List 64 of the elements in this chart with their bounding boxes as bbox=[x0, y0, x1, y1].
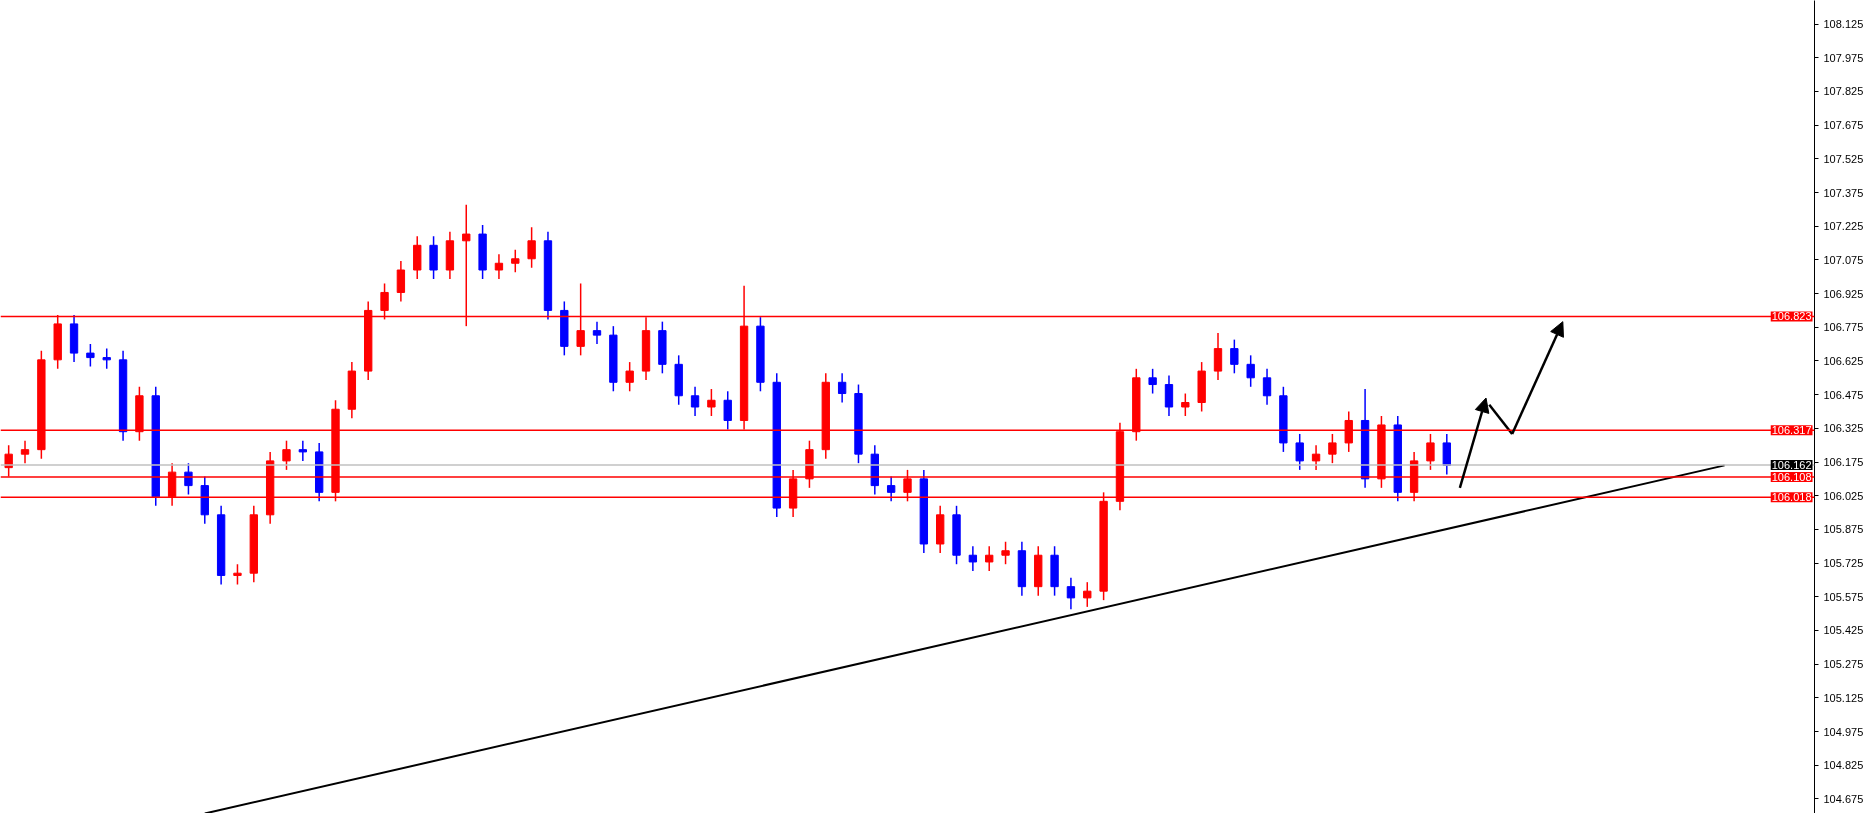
candlestick bbox=[690, 386, 700, 417]
y-tick-label: 105.875 bbox=[1823, 523, 1864, 536]
candlestick bbox=[1164, 374, 1174, 417]
y-tick-label: 105.725 bbox=[1823, 557, 1864, 570]
candlestick bbox=[1181, 392, 1190, 417]
candlestick bbox=[1328, 433, 1337, 464]
ref-line-label: 106.018 bbox=[1771, 491, 1812, 504]
candlestick bbox=[985, 545, 994, 572]
candlestick bbox=[86, 343, 95, 368]
y-tick-label: 107.675 bbox=[1823, 119, 1864, 132]
candlestick bbox=[886, 475, 896, 503]
y-tick-label: 106.625 bbox=[1823, 354, 1864, 367]
y-tick-label: 104.675 bbox=[1823, 792, 1864, 805]
candlestick bbox=[1426, 433, 1435, 471]
candlestick bbox=[1311, 444, 1321, 471]
candlestick bbox=[282, 439, 291, 471]
candlestick bbox=[1148, 368, 1157, 395]
y-tick-label: 107.525 bbox=[1823, 152, 1864, 165]
candlestick bbox=[494, 253, 504, 280]
candlestick bbox=[968, 545, 978, 572]
y-tick-label: 105.125 bbox=[1823, 691, 1864, 704]
candlestick bbox=[1442, 433, 1451, 476]
candlestick bbox=[233, 563, 242, 586]
candlestick bbox=[1083, 581, 1092, 608]
y-tick-label: 107.225 bbox=[1823, 220, 1864, 233]
candlestick bbox=[298, 439, 308, 462]
candlestick bbox=[1001, 541, 1010, 565]
y-tick-label: 106.925 bbox=[1823, 287, 1864, 300]
ref-line-label: 106.317 bbox=[1771, 424, 1812, 437]
y-tick-label: 107.075 bbox=[1823, 253, 1864, 266]
candlestick bbox=[837, 372, 847, 404]
y-tick-label: 104.975 bbox=[1823, 725, 1864, 738]
y-tick-label: 106.775 bbox=[1823, 321, 1864, 334]
candlestick bbox=[1213, 332, 1223, 381]
y-tick-label: 106.325 bbox=[1823, 422, 1864, 435]
candlestick bbox=[1295, 433, 1304, 471]
y-tick-label: 107.825 bbox=[1823, 85, 1864, 98]
y-tick-label: 106.175 bbox=[1823, 456, 1864, 469]
y-tick-label: 105.275 bbox=[1823, 658, 1864, 671]
y-tick-label: 105.425 bbox=[1823, 624, 1864, 637]
ref-line-label: 106.108 bbox=[1771, 471, 1812, 484]
candlestick bbox=[1246, 354, 1255, 388]
y-tick-label: 104.825 bbox=[1823, 759, 1864, 772]
y-tick-label: 105.575 bbox=[1823, 590, 1864, 603]
candlestick bbox=[625, 361, 634, 393]
y-tick-label: 106.475 bbox=[1823, 388, 1864, 401]
candlestick bbox=[184, 462, 193, 496]
candlestick bbox=[1230, 338, 1239, 375]
ref-line-label: 106.162 bbox=[1771, 458, 1812, 471]
candlestick bbox=[20, 439, 30, 464]
y-tick-label: 107.375 bbox=[1823, 186, 1864, 199]
candlestick bbox=[592, 320, 602, 345]
candlestick bbox=[102, 347, 111, 370]
y-tick-label: 107.975 bbox=[1823, 51, 1864, 64]
candlestick bbox=[1262, 368, 1272, 406]
ref-line-label: 106.823 bbox=[1771, 310, 1812, 323]
candlestick bbox=[527, 226, 536, 269]
candlestick bbox=[511, 249, 520, 273]
candlestick bbox=[396, 260, 406, 303]
candlestick bbox=[723, 390, 732, 431]
candlestick bbox=[707, 388, 716, 417]
candlestick bbox=[1066, 576, 1076, 610]
y-tick-label: 106.025 bbox=[1823, 489, 1864, 502]
y-tick-label: 108.125 bbox=[1823, 18, 1864, 31]
